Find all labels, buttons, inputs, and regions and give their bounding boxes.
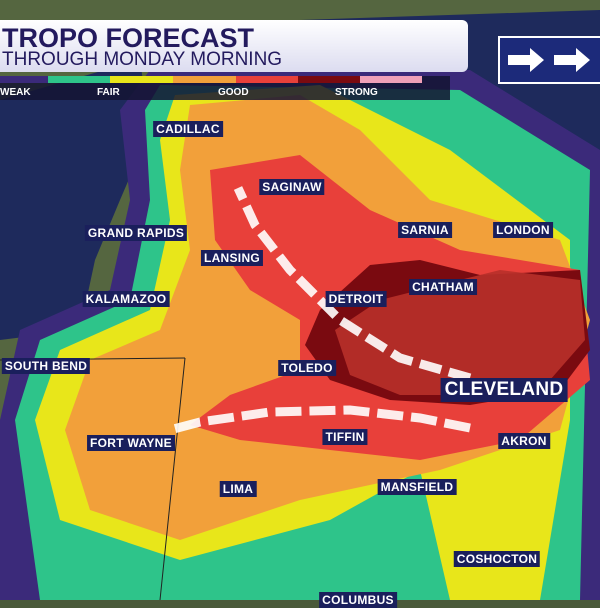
state-border (159, 357, 186, 600)
city-label: TOLEDO (278, 360, 336, 376)
city-label: KALAMAZOO (82, 291, 170, 307)
city-label: TIFFIN (322, 429, 368, 445)
lake-michigan (0, 60, 150, 340)
title-banner (0, 20, 468, 72)
forecast-path-north (233, 186, 472, 383)
city-label: SARNIA (398, 222, 452, 238)
legend-swatch-fair-high (110, 76, 173, 83)
legend-label-good: GOOD (218, 87, 249, 98)
legend-swatch-strong-high (360, 76, 422, 83)
legend-label-strong: STRONG (335, 87, 378, 98)
city-label: SOUTH BEND (1, 358, 91, 374)
city-label-highlight: CLEVELAND (440, 378, 568, 402)
legend-swatch-good (173, 76, 236, 83)
legend-label-weak: WEAK (0, 87, 31, 98)
lake-erie (335, 270, 585, 395)
page-title: TROPO FORECAST (2, 23, 255, 53)
forecast-path-west (168, 405, 471, 435)
next-button[interactable] (498, 36, 600, 84)
legend-swatch-good-high (236, 76, 298, 83)
legend: WEAK FAIR GOOD STRONG (0, 76, 450, 100)
city-label: CADILLAC (153, 121, 223, 137)
city-label: LONDON (493, 222, 553, 238)
city-label: AKRON (498, 433, 550, 449)
city-label: LANSING (200, 250, 264, 266)
legend-swatch-strong (298, 76, 360, 83)
legend-swatch-fair (48, 76, 110, 83)
city-label: FORT WAYNE (87, 435, 175, 451)
city-label: LIMA (219, 481, 257, 497)
city-label: SAGINAW (259, 179, 325, 195)
double-arrow-right-icon (508, 48, 590, 72)
page-subtitle: THROUGH MONDAY MORNING (2, 49, 283, 70)
city-label: GRAND RAPIDS (84, 225, 188, 241)
legend-swatch-weak (0, 76, 48, 83)
city-label: COLUMBUS (319, 592, 397, 608)
city-label: COSHOCTON (453, 551, 541, 567)
legend-label-fair: FAIR (97, 87, 120, 98)
city-label: MANSFIELD (377, 479, 457, 495)
city-label: DETROIT (325, 291, 387, 307)
city-label: CHATHAM (409, 279, 477, 295)
